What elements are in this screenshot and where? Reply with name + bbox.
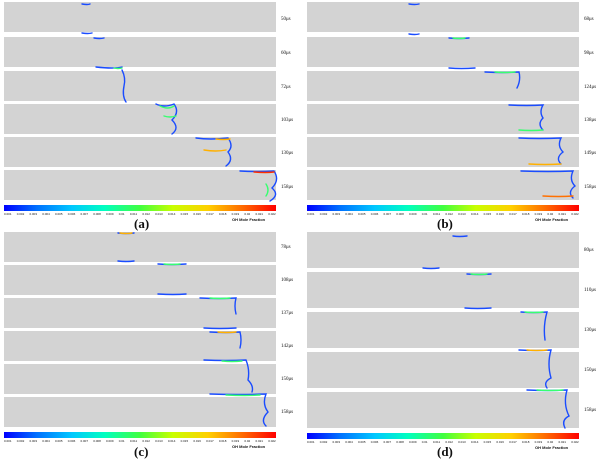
time-label: 150μs — [584, 368, 597, 373]
colorbar-title: OH Mole Fraction — [535, 217, 569, 222]
time-label: 98μs — [584, 51, 594, 56]
time-label: 158μs — [281, 185, 294, 190]
time-label: 158μs — [584, 185, 597, 190]
time-label: 108μs — [281, 278, 294, 283]
time-label: 130μs — [281, 151, 294, 156]
time-label: 78μs — [281, 245, 291, 250]
flame-fronts-b — [408, 3, 577, 199]
time-label: 158μs — [584, 408, 597, 413]
panel-c-6 — [4, 397, 276, 427]
panel-c-3 — [4, 298, 276, 328]
panel-c-1 — [4, 232, 276, 262]
time-label: 110μs — [584, 288, 596, 293]
panel-d-4 — [307, 352, 579, 388]
panel-d-2 — [307, 272, 579, 308]
time-label: 130μs — [584, 328, 597, 333]
time-label: 103μs — [281, 118, 294, 123]
colorbar-a — [4, 205, 276, 211]
colorbar-b — [307, 205, 579, 211]
panel-b-2 — [307, 37, 579, 67]
figure-caption-d: (d) — [437, 444, 453, 459]
time-label: 150μs — [281, 377, 294, 382]
panel-b-6 — [307, 170, 579, 200]
colorbar-c — [4, 432, 276, 438]
panel-a-1 — [4, 2, 276, 32]
figure-caption-b: (b) — [437, 216, 453, 231]
time-label: 158μs — [281, 410, 294, 415]
panel-c-4 — [4, 331, 276, 361]
panel-c-2 — [4, 265, 276, 295]
panel-a-6 — [4, 170, 276, 200]
panel-d-5 — [307, 392, 579, 428]
panel-c-5 — [4, 364, 276, 394]
panel-a-3 — [4, 71, 276, 101]
quadrant-d: 80μs 110μs 130μs 150μs 158μs 0.001 0.002 0… — [307, 230, 599, 462]
quadrant-a: 50μs 60μs 72μs 103μs 130μs 158μs 0.001 0.… — [4, 0, 296, 232]
quadrant-c: 78μs 108μs 137μs 142μs 150μs 158μs 0.001… — [4, 230, 296, 462]
colorbar-title: OH Mole Fraction — [535, 445, 569, 450]
panel-d-3 — [307, 312, 579, 348]
time-label: 60μs — [281, 51, 291, 56]
quadrant-b: 68μs 98μs 124μs 138μs 149μs 158μs 0.001 0… — [307, 0, 599, 232]
time-label: 137μs — [281, 311, 294, 316]
time-label: 142μs — [281, 344, 294, 349]
figure-caption-a: (a) — [134, 216, 150, 231]
flame-fronts-a — [81, 3, 278, 202]
panel-b-4 — [307, 104, 579, 134]
panel-b-1 — [307, 2, 579, 32]
time-label: 72μs — [281, 85, 291, 90]
time-label: 138μs — [584, 118, 597, 123]
time-label: 68μs — [584, 17, 594, 22]
time-label: 124μs — [584, 85, 597, 90]
flame-fronts-c — [117, 232, 269, 427]
colorbar-title: OH Mole Fraction — [232, 444, 266, 449]
time-label: 80μs — [584, 248, 594, 253]
panel-d-1 — [307, 232, 579, 268]
panel-a-2 — [4, 37, 276, 67]
colorbar-title: OH Mole Fraction — [232, 217, 266, 222]
time-label: 149μs — [584, 151, 597, 156]
colorbar-ticks: 0.001 0.002 0.003 0.004 0.005 0.006 0.007 0.008… — [307, 440, 579, 444]
panel-b-3 — [307, 71, 579, 101]
flame-fronts-d — [422, 235, 570, 429]
colorbar-ticks: 0.001 0.002 0.003 0.004 0.005 0.006 0.007 0.008… — [4, 212, 276, 216]
figure-caption-c: (c) — [134, 444, 149, 459]
panel-b-5 — [307, 137, 579, 167]
time-label: 50μs — [281, 17, 291, 22]
panel-a-4 — [4, 104, 276, 134]
colorbar-ticks: 0.001 0.002 0.003 0.004 0.005 0.006 0.007 0.008… — [307, 212, 579, 216]
colorbar-ticks: 0.001 0.002 0.003 0.004 0.005 0.006 0.007 0.008… — [4, 439, 276, 443]
colorbar-d — [307, 433, 579, 439]
